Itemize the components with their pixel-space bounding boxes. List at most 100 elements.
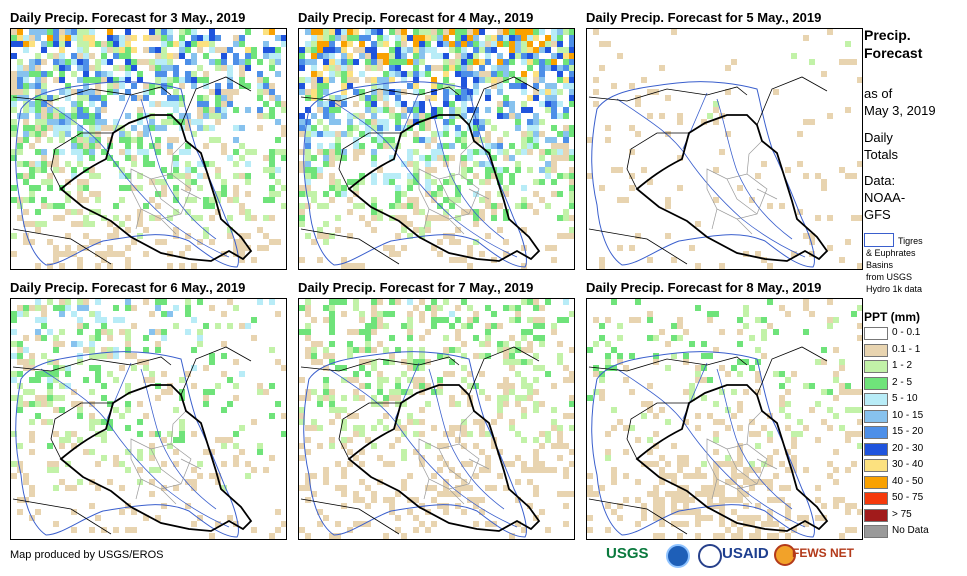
precip-cell	[731, 389, 737, 395]
precip-cell	[359, 263, 365, 269]
precip-cell	[533, 461, 539, 467]
precip-cell	[89, 131, 95, 137]
precip-cell	[77, 113, 83, 119]
precip-cell	[149, 449, 155, 455]
precip-cell	[425, 215, 431, 221]
precip-cell	[557, 149, 563, 155]
precip-cell	[167, 251, 173, 257]
precip-cell	[785, 389, 791, 395]
precip-cell	[263, 77, 269, 83]
precip-cell	[509, 47, 515, 53]
precip-cell	[299, 59, 305, 65]
precip-cell	[401, 53, 407, 59]
precip-cell	[89, 425, 95, 431]
province-boundaries	[706, 140, 778, 235]
precip-cell	[851, 215, 857, 221]
precip-cell	[617, 197, 623, 203]
precip-cell	[365, 125, 371, 131]
precip-cell	[551, 29, 557, 35]
precip-cell	[17, 353, 23, 359]
precip-cell	[59, 329, 65, 335]
legend-label: 1 - 2	[892, 360, 913, 371]
precip-cell	[737, 491, 743, 497]
precip-cell	[701, 473, 707, 479]
precip-cell	[419, 311, 425, 317]
precip-cell	[257, 443, 263, 449]
precip-cell	[689, 509, 695, 515]
legend-item: > 75	[864, 508, 964, 522]
precip-cell	[161, 179, 167, 185]
precip-cell	[437, 491, 443, 497]
precip-cell	[227, 155, 233, 161]
precip-cell	[401, 71, 407, 77]
precip-cell	[731, 497, 737, 503]
precip-cell	[161, 35, 167, 41]
precip-cell	[551, 113, 557, 119]
precip-cell	[737, 401, 743, 407]
precip-cell	[101, 41, 107, 47]
precip-cell	[749, 479, 755, 485]
precip-cell	[773, 521, 779, 527]
precip-cell	[509, 29, 515, 35]
precip-cell	[155, 143, 161, 149]
precip-cell	[335, 227, 341, 233]
precip-cell	[359, 347, 365, 353]
precip-cell	[119, 509, 125, 515]
precip-cell	[125, 59, 131, 65]
legend-swatch	[864, 376, 888, 390]
precip-cell	[473, 173, 479, 179]
precip-cell	[41, 155, 47, 161]
precip-cell	[503, 149, 509, 155]
precip-cell	[521, 413, 527, 419]
precip-cell	[23, 35, 29, 41]
precip-cell	[107, 41, 113, 47]
precip-cell	[23, 239, 29, 245]
precip-cell	[29, 431, 35, 437]
legend-swatch	[864, 393, 888, 406]
precip-cell	[503, 185, 509, 191]
precip-cell	[473, 443, 479, 449]
precip-cell	[467, 95, 473, 101]
totals-line: Totals	[864, 147, 898, 162]
precip-cell	[113, 119, 119, 125]
precip-cell	[119, 137, 125, 143]
precip-cell	[149, 83, 155, 89]
precip-cell	[65, 437, 71, 443]
precip-cell	[101, 317, 107, 323]
precip-cell	[425, 29, 431, 35]
precip-cell	[563, 173, 569, 179]
precip-cell	[407, 329, 413, 335]
precip-cell	[323, 65, 329, 71]
precip-cell	[347, 197, 353, 203]
precip-cell	[539, 509, 545, 515]
precip-cell	[593, 341, 599, 347]
precip-cell	[197, 35, 203, 41]
precip-cell	[833, 497, 839, 503]
precip-cell	[311, 89, 317, 95]
precip-cell	[41, 125, 47, 131]
precip-cell	[557, 455, 563, 461]
precip-cell	[539, 341, 545, 347]
precip-cell	[299, 455, 305, 461]
precip-cell	[413, 137, 419, 143]
precip-cell	[161, 101, 167, 107]
precip-cell	[503, 401, 509, 407]
precip-cell	[599, 371, 605, 377]
precip-cell	[305, 389, 311, 395]
precip-cell	[743, 311, 749, 317]
precip-cell	[527, 41, 533, 47]
precip-cell	[251, 149, 257, 155]
precip-cell	[263, 89, 269, 95]
precip-cell	[629, 173, 635, 179]
precip-cell	[479, 251, 485, 257]
precip-cell	[461, 89, 467, 95]
precip-cell	[89, 89, 95, 95]
precip-cell	[233, 359, 239, 365]
precip-cell	[473, 59, 479, 65]
neighbor-border	[300, 356, 460, 372]
precip-cell	[137, 143, 143, 149]
data-line: GFS	[864, 207, 891, 222]
precip-cell	[437, 467, 443, 473]
precip-cell	[29, 449, 35, 455]
precip-cell	[833, 449, 839, 455]
